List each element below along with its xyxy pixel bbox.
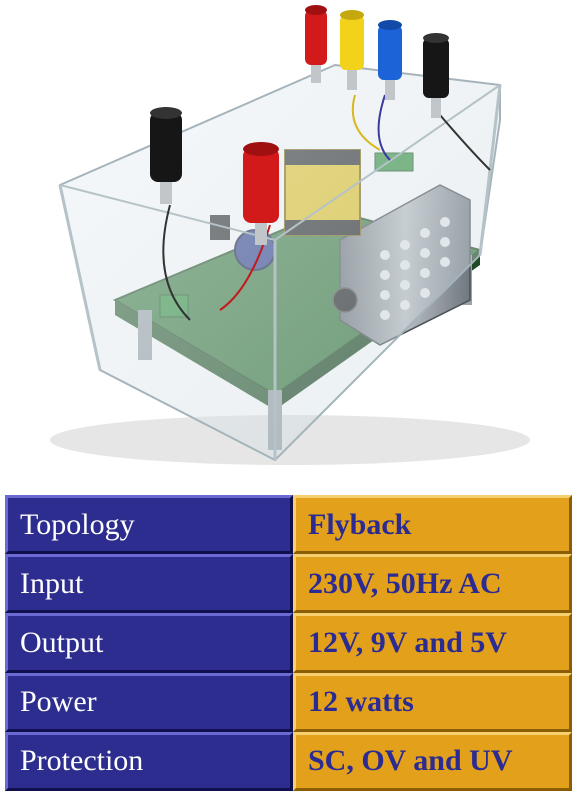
terminal-black-left xyxy=(150,107,182,204)
spec-label-output: Output xyxy=(5,613,293,673)
spec-value-input: 230V, 50Hz AC xyxy=(293,554,572,614)
spec-table: Topology Flyback Input 230V, 50Hz AC Out… xyxy=(5,495,572,791)
spec-label-protection: Protection xyxy=(5,731,293,791)
wire xyxy=(162,204,191,321)
power-supply-photo xyxy=(50,5,530,465)
spec-label-topology: Topology xyxy=(5,495,293,555)
spec-value-output: 12V, 9V and 5V xyxy=(293,613,572,673)
spec-label-input: Input xyxy=(5,554,293,614)
terminal-red-top xyxy=(305,5,327,83)
spec-label-power: Power xyxy=(5,672,293,732)
spec-value-topology: Flyback xyxy=(293,495,572,555)
wire xyxy=(351,94,381,151)
terminal-black-right xyxy=(423,33,449,118)
wire xyxy=(439,114,491,171)
terminal-yellow xyxy=(340,10,364,90)
terminal-red-front xyxy=(243,142,279,245)
wire xyxy=(377,94,391,161)
spec-value-power: 12 watts xyxy=(293,672,572,732)
acrylic-enclosure xyxy=(58,63,501,462)
power-supply-illustration xyxy=(50,5,530,465)
spec-value-protection: SC, OV and UV xyxy=(293,731,572,791)
terminal-blue xyxy=(378,20,402,100)
enclosure-edge xyxy=(58,184,102,371)
